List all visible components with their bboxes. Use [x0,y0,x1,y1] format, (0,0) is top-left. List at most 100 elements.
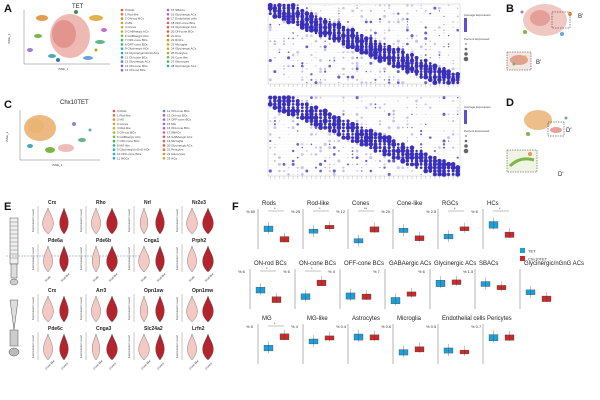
dot-plot-dot [300,109,304,113]
dot-plot-dot [332,119,337,123]
dot-plot-dot [322,19,328,25]
dot-plot-dot [351,156,354,159]
violin-shape [138,245,150,273]
legend-item: 5 ON-rod BCs [117,131,136,135]
dot-plot-dot [322,108,328,114]
dot-plot-dot [456,96,459,99]
dot-plot-dot [443,23,445,26]
legend-dot [166,60,170,63]
dot-plot-dot [392,12,395,15]
dot-plot-dot [434,146,436,149]
violin-ylabel: Expression Level [127,209,131,232]
dot-plot-dot [328,132,332,136]
legend-swatch-tet [520,248,525,253]
dot-plot-dot [351,62,354,65]
dot-plot-dot [378,106,382,109]
dot-plot-dot [438,50,441,54]
dot-plot-dot [286,102,291,107]
dot-plot-dot [456,113,459,116]
dot-plot-dot [374,78,377,81]
dot-plot-dot [382,47,387,52]
dot-plot-dot [401,81,405,85]
legend-item: 23 HCs [167,156,178,160]
dot-plot-dot [310,103,313,106]
dot-plot-dot [411,49,413,51]
legend-dot [166,43,170,46]
dot-plot-dot [410,133,414,136]
dot-plot-dot [414,161,420,167]
dot-plot-dot [396,126,400,130]
legend-item: 8 OFF-cone BCs [125,42,148,46]
dot-plot-dot [450,77,456,83]
dot-plot-dot [351,75,355,79]
legend-dot [120,21,124,25]
violin-shape [155,295,165,323]
dot-plot-dot [322,118,328,124]
dot-plot-dot [310,143,313,146]
dot-plot-dot [333,140,336,142]
dot-plot-dot [350,125,356,131]
dot-plot-dot [457,21,459,23]
dot-plot-dot [310,60,312,62]
dot-plot-dot [428,162,433,167]
dot-plot-dot [295,108,300,114]
dot-plot-dot [446,80,451,85]
legend-dot [166,30,170,33]
boxplot-yaxis-label: % 6 [471,209,479,214]
sig-marker: * [319,206,321,211]
legend-dot [162,118,166,121]
dot-plot-dot [415,76,418,78]
dot-plot-dot [414,69,419,75]
dot-plot-dot [427,165,433,171]
dot-plot-dot [356,153,358,155]
dot-plot-dot [277,162,281,166]
dot-plot-dot [297,35,299,37]
dot-plot-dot [287,172,290,176]
dot-plot-dot [319,149,322,153]
dot-plot-dot [423,69,428,74]
dot-plot-dot [318,162,323,166]
dot-plot-dot [369,61,373,65]
dot-plot-dot [387,126,391,130]
dot-plot-dot [314,152,318,156]
dot-plot-dot [269,40,272,43]
dot-plot-dot [392,109,396,113]
dot-plot-dot [442,143,446,146]
dot-plot-dot [442,78,446,82]
dot-plot-dot [374,81,377,84]
dot-plot-dot [410,70,414,74]
dot-plot-dot [361,79,363,81]
dot-plot-dot [406,146,409,149]
dot-plot-dot [300,14,305,19]
dot-plot-dot [282,99,286,103]
dot-plot-dot [382,139,387,143]
dot-plot-dot [341,122,346,126]
dot-plot-dot [347,60,349,61]
dot-plot-dot [365,18,368,21]
dot-plot-dot [384,73,386,75]
dot-plot-dot [354,38,360,44]
dot-plot-dot [364,42,368,46]
dot-plot-dot [342,113,345,116]
dot-plot-dot [310,73,313,76]
dot-plot-dot [382,148,388,154]
dot-plot-dot [273,153,277,156]
dot-plot-dot [304,16,310,22]
legend-item: 15 MG [167,122,177,126]
violin-xlabel: Cone-like [92,359,104,371]
dot-plot-dot [346,132,350,137]
dot-plot-dot [336,118,342,124]
dot-plot-dot [379,35,381,37]
dot-plot-dot [368,135,374,141]
dot-plot-dot [437,158,442,164]
dot-plot-dot [341,28,346,32]
dot-plot-dot [379,120,381,122]
violin-gene-label: Cnga1 [144,238,160,244]
violin-gene-label: Pde6c [48,326,63,332]
violin-xlabel: Cone-like [44,359,56,371]
dot-plot-dot [415,59,418,62]
tsne1-label-a: tSNE_1 [58,67,69,71]
violin-ylabel: Expression Level [31,247,35,270]
dot-plot-dot [305,28,309,33]
dot-plot-dot [364,106,368,109]
